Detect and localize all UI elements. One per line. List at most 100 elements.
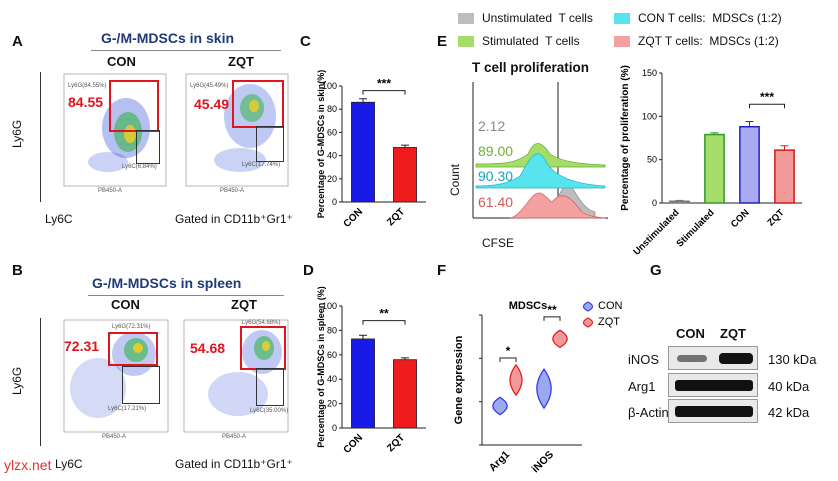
- x-tick-label: Unstimulated: [631, 207, 681, 257]
- big-value-skin-con: 84.55: [68, 94, 104, 110]
- panel-d-letter: D: [303, 262, 314, 279]
- x-axis-spleen-zqt: PB450-A: [222, 434, 247, 440]
- bar-unstimulated: [669, 200, 690, 204]
- y-tick-label: 0: [332, 423, 337, 433]
- significance-stars: ***: [377, 77, 391, 91]
- violin-con-arg1: [492, 396, 508, 416]
- panel-a-group-con: CON: [107, 54, 136, 69]
- significance-bracket: [749, 103, 785, 109]
- hist-xlabel: CFSE: [482, 236, 515, 250]
- flow-scatter-skin-zqt: [185, 73, 289, 187]
- bar-con: [739, 125, 760, 204]
- legend-swatch-zqt: [582, 317, 594, 328]
- panel-e-letter: E: [437, 33, 448, 50]
- bar-con: [351, 101, 375, 203]
- significance-bracket: [362, 320, 406, 325]
- bar-zqt: [393, 359, 417, 429]
- y-tick-label: 150: [642, 68, 657, 78]
- gate-ly6g-skin-zqt: [232, 80, 284, 128]
- y-tick-label: 100: [322, 301, 337, 311]
- hist-title: T cell proliferation: [472, 60, 590, 75]
- gate-ly6c-spleen-con: [122, 366, 160, 404]
- y-tick-label: 80: [327, 104, 337, 114]
- panel-b-ylabel: Ly6G: [10, 366, 24, 395]
- significance-bracket: [499, 357, 517, 362]
- y-tick-label: 100: [322, 81, 337, 91]
- legend-swatch-zqt: [614, 36, 630, 47]
- gate-ly6c-skin-con: [136, 130, 160, 164]
- panel-b-letter: B: [12, 262, 23, 279]
- gate-label-spleen-con: Ly6G(72.31%): [112, 324, 151, 330]
- panel-b-title-underline: [88, 295, 284, 296]
- panel-a-group-zqt: ZQT: [228, 54, 254, 69]
- wb-size-inos: 130 kDa: [768, 352, 817, 367]
- panel-a-y-arrow: [40, 72, 41, 202]
- bar-stimulated: [704, 133, 725, 204]
- hist-value-zqt: 61.40: [478, 194, 514, 210]
- hist-ylabel: Count: [448, 163, 462, 196]
- bar-zqt: [393, 147, 417, 203]
- chart-f: MDSCs Gene expression Arg1 * iNOS ** CON ZQT: [453, 300, 623, 476]
- y-tick-label: 40: [327, 151, 337, 161]
- gate-label-spleen-zqt: Ly6G(54.68%): [242, 320, 281, 326]
- x-tick-label: CON: [342, 206, 366, 230]
- significance-stars: **: [379, 307, 389, 321]
- legend-label-zqt: ZQT T cells: MDSCs (1:2): [638, 34, 779, 48]
- hist-value-stimulated: 89.00: [478, 143, 514, 159]
- x-tick-label: Stimulated: [675, 207, 717, 249]
- legend-label-zqt: ZQT: [598, 316, 620, 328]
- legend-swatch-unstimulated: [458, 13, 474, 24]
- panel-a-title-underline: [91, 50, 281, 51]
- wb-group-con: CON: [676, 326, 705, 341]
- chart-d: 0 20 40 60 80 100 CON ZQT ** Percentage of G-MDSC…: [316, 286, 426, 456]
- wb-strip-inos: [668, 346, 758, 370]
- panel-b-group-con: CON: [111, 297, 140, 312]
- gate-ly6c-spleen-zqt: [256, 368, 284, 406]
- x-tick-label: iNOS: [529, 449, 556, 476]
- wb-band-inos-con: [677, 355, 707, 362]
- gate-ly6g-skin-con: [109, 80, 159, 132]
- hist-peak-con: [475, 153, 606, 189]
- violin-title: MDSCs: [509, 300, 548, 312]
- cfse-histogram: 10101010: [472, 82, 608, 219]
- wb-band-inos-zqt: [719, 353, 753, 364]
- violin-zqt-arg1: [509, 363, 523, 397]
- wb-strip-actin: [668, 399, 758, 423]
- legend-swatch-stimulated: [458, 36, 474, 47]
- panel-g-letter: G: [650, 262, 662, 279]
- wb-band-actin: [675, 406, 753, 417]
- violin-con-inos: [536, 368, 552, 410]
- flow-scatter-skin-con: [63, 73, 167, 187]
- x-axis-spleen-con: PB450-A: [102, 434, 127, 440]
- flow-plot-spleen-zqt: Ly6G(54.68%) 54.68 Ly6C(35.00%) PB450-A: [178, 318, 290, 444]
- big-value-skin-zqt: 45.49: [194, 96, 230, 112]
- panel-a-ylabel: Ly6G: [10, 119, 24, 148]
- wb-size-arg1: 40 kDa: [768, 379, 810, 394]
- low-label-spleen-zqt: Ly6C(35.00%): [250, 408, 289, 414]
- wb-group-zqt: ZQT: [720, 326, 746, 341]
- panel-b-title: G-/M-MDSCs in spleen: [92, 275, 242, 291]
- hist-peak-zqt: [509, 192, 606, 219]
- y-tick-label: 100: [642, 111, 657, 121]
- significance-bracket: [543, 316, 561, 321]
- legend-label-con: CON: [598, 300, 623, 312]
- gate-label-skin-con: Ly6G(84.55%): [68, 83, 107, 89]
- x-tick-label: CON: [342, 432, 366, 456]
- y-tick-label: 20: [327, 399, 337, 409]
- y-tick-label: 50: [647, 155, 657, 165]
- x-tick-label: ZQT: [385, 432, 407, 454]
- wb-label-inos: iNOS: [628, 352, 660, 367]
- gate-label-skin-zqt: Ly6G(45.49%): [190, 83, 229, 89]
- bar-con: [351, 338, 375, 429]
- gate-ly6g-spleen-con: [108, 332, 158, 366]
- panel-a-xlabel: Ly6C: [45, 212, 73, 226]
- y-tick-label: 40: [327, 374, 337, 384]
- panel-e-legend: Unstimulated T cells Stimulated T cells …: [458, 8, 838, 52]
- x-tick-label: ZQT: [765, 207, 786, 228]
- legend-swatch-con: [582, 301, 594, 312]
- flow-scatter-spleen-zqt: [183, 319, 289, 433]
- wb-label-actin: β-Actin: [628, 405, 669, 420]
- violin-zqt-inos: [552, 329, 568, 349]
- panel-a-gated: Gated in CD11b⁺Gr1⁺: [175, 212, 293, 226]
